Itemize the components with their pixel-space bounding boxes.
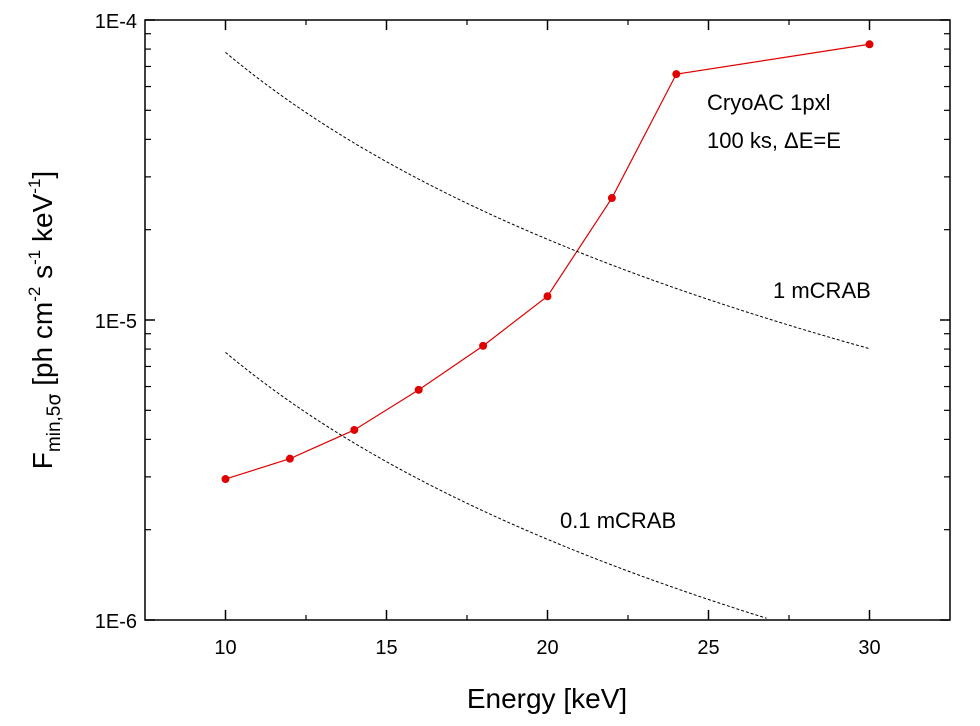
x-tick-label: 15 <box>375 637 397 659</box>
x-tick-label: 10 <box>214 637 236 659</box>
annotation-cryoac: CryoAC 1pxl <box>707 90 830 115</box>
x-axis-title: Energy [keV] <box>467 683 627 714</box>
ylabel-exp2: -1 <box>25 250 44 265</box>
series-line-1-mcrab <box>225 51 870 350</box>
y-tick-label: 1E-4 <box>95 11 137 33</box>
x-tick-label: 30 <box>858 637 880 659</box>
y-tick-label: 1E-5 <box>95 311 137 333</box>
data-point-cryoac-1pxl <box>414 385 423 394</box>
data-point-cryoac-1pxl <box>607 194 616 203</box>
annotation-1mcrab: 1 mCRAB <box>773 278 871 303</box>
data-point-cryoac-1pxl <box>285 454 294 463</box>
data-point-cryoac-1pxl <box>350 425 359 434</box>
ylabel-exp3: -1 <box>25 179 44 194</box>
series-layer <box>221 40 874 619</box>
y-axis-title: Fmin,5σ [ph cm-2 s-1 keV-1] <box>25 171 65 469</box>
series-line-0-1-mcrab <box>225 351 767 619</box>
annotation-exposure: 100 ks, ΔE=E <box>707 128 841 153</box>
data-point-cryoac-1pxl <box>672 70 681 79</box>
y-tick-label: 1E-6 <box>95 611 137 633</box>
ylabel-kev: keV <box>27 193 58 249</box>
data-point-cryoac-1pxl <box>221 475 230 484</box>
ylabel-exp1: -2 <box>25 287 44 302</box>
x-tick-label: 25 <box>697 637 719 659</box>
ylabel-units-open: [ph cm <box>27 302 58 394</box>
data-point-cryoac-1pxl <box>479 341 488 350</box>
ylabel-sigma: σ <box>43 394 65 406</box>
tick-labels: 10 15 20 25 30 1E-6 1E-5 1E-4 <box>95 11 881 659</box>
ylabel-s: s <box>27 265 58 287</box>
ticks <box>145 19 950 621</box>
x-tick-label: 20 <box>536 637 558 659</box>
data-point-cryoac-1pxl <box>865 40 874 49</box>
ylabel-close: ] <box>27 171 58 179</box>
ylabel-subscript: min,5 <box>44 406 65 452</box>
data-point-cryoac-1pxl <box>543 292 552 301</box>
ylabel-symbol: F <box>27 452 58 469</box>
annotation-0p1mcrab: 0.1 mCRAB <box>560 508 676 533</box>
